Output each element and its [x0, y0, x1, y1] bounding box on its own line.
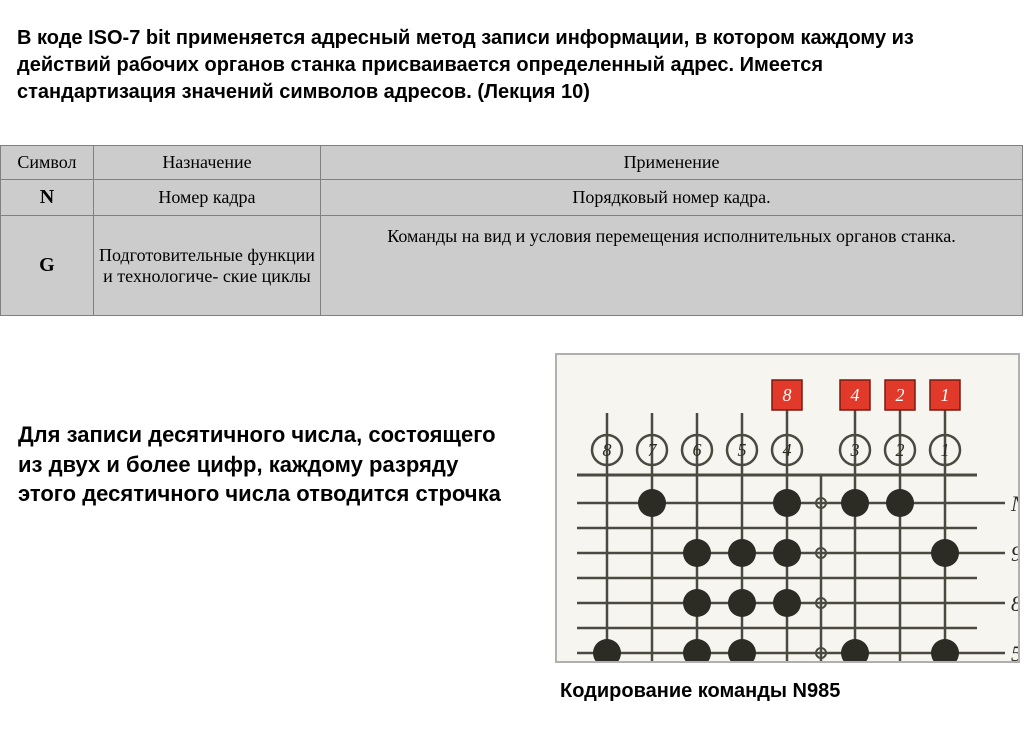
col-header-symbol: Символ — [1, 146, 94, 180]
diagram-caption: Кодирование команды N985 — [560, 680, 840, 703]
svg-text:1: 1 — [941, 385, 950, 405]
diagram-svg: 8 4 2 1 8 7 6 5 4 3 2 1 N 9 8 5 — [557, 355, 1018, 661]
svg-text:5: 5 — [1011, 641, 1018, 661]
svg-text:8: 8 — [603, 440, 612, 460]
svg-text:N: N — [1010, 491, 1018, 516]
symbol-table: Символ Назначение Применение N Номер кад… — [0, 145, 1023, 316]
col-header-usage: Применение — [321, 146, 1023, 180]
cell-usage: Порядковый номер кадра. — [321, 180, 1023, 216]
svg-text:8: 8 — [1011, 591, 1018, 616]
svg-text:9: 9 — [1011, 541, 1018, 566]
intro-paragraph: В коде ISO-7 bit применяется адресный ме… — [17, 25, 987, 106]
table-header-row: Символ Назначение Применение — [1, 146, 1023, 180]
svg-text:1: 1 — [941, 440, 950, 460]
svg-text:2: 2 — [896, 385, 905, 405]
svg-text:6: 6 — [693, 440, 702, 460]
cell-usage: Команды на вид и условия перемещения исп… — [321, 216, 1023, 316]
svg-text:8: 8 — [783, 385, 792, 405]
cell-purpose: Номер кадра — [93, 180, 320, 216]
cell-symbol: G — [1, 216, 94, 316]
body-paragraph: Для записи десятичного числа, состоящего… — [18, 420, 508, 509]
col-header-purpose: Назначение — [93, 146, 320, 180]
table-row: G Подготовительные функции и технологиче… — [1, 216, 1023, 316]
svg-text:4: 4 — [851, 385, 860, 405]
svg-text:3: 3 — [850, 440, 860, 460]
cell-symbol: N — [1, 180, 94, 216]
svg-text:4: 4 — [783, 440, 792, 460]
punch-tape-diagram: 8 4 2 1 8 7 6 5 4 3 2 1 N 9 8 5 — [555, 353, 1020, 663]
table-row: N Номер кадра Порядковый номер кадра. — [1, 180, 1023, 216]
cell-purpose: Подготовительные функции и технологиче- … — [93, 216, 320, 316]
svg-text:7: 7 — [648, 440, 658, 460]
svg-text:2: 2 — [896, 440, 905, 460]
svg-text:5: 5 — [738, 440, 747, 460]
